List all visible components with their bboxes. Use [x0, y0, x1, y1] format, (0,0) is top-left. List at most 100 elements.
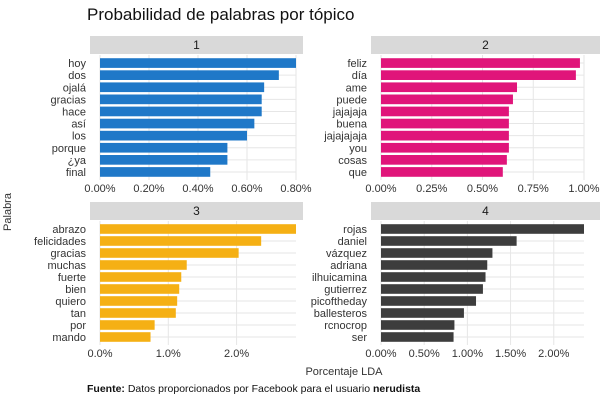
bar-puede: [381, 94, 513, 105]
bar-jajajajaja: [381, 130, 509, 141]
bar-los: [100, 130, 247, 141]
category-label: daniel: [338, 236, 367, 248]
x-tick-label: 0.00%: [84, 183, 115, 195]
bar-tan: [100, 308, 176, 318]
facet-panels: 1hoydosojalágraciashaceasílosporque¿yafi…: [34, 36, 600, 360]
bar-¿ya: [100, 155, 228, 165]
category-label: ballesteros: [314, 308, 368, 320]
bar-bien: [100, 284, 180, 294]
category-label: hace: [62, 106, 86, 118]
chart-title: Probabilidad de palabras por tópico: [87, 5, 354, 24]
caption-prefix: Fuente:: [87, 383, 125, 395]
category-label: buena: [336, 119, 367, 131]
x-tick-label: 0.0%: [87, 348, 112, 360]
category-label: adriana: [330, 260, 368, 272]
x-tick-label: 2.00%: [538, 348, 569, 360]
bar-felicidades: [100, 236, 262, 246]
bar-gutierrez: [381, 284, 483, 294]
bar-you: [381, 142, 509, 153]
x-tick-label: 0.25%: [416, 183, 447, 195]
category-label: feliz: [347, 58, 367, 70]
bar-adriana: [381, 260, 488, 270]
bar-porque: [100, 142, 228, 153]
x-axis-title: Porcentaje LDA: [305, 366, 383, 378]
category-label: rojas: [343, 224, 367, 236]
category-label: quiero: [55, 296, 86, 308]
bar-vázquez: [381, 248, 493, 258]
bar-gracias: [100, 248, 239, 258]
caption-text: Datos proporcionados por Facebook para e…: [125, 383, 373, 395]
facet-panel-1: 1 hoydosojalágraciashaceasílosporque¿yafi…: [51, 36, 312, 195]
bar-rojas: [381, 224, 584, 234]
y-axis-title: Palabra: [2, 192, 14, 231]
x-tick-label: 0.50%: [467, 183, 498, 195]
bar-gracias: [100, 94, 262, 105]
bar-quiero: [100, 296, 178, 306]
category-label: que: [349, 167, 367, 179]
category-label: tan: [71, 308, 86, 320]
bar-hace: [100, 106, 262, 117]
bar-ballesteros: [381, 308, 464, 318]
x-tick-label: 0.80%: [280, 183, 311, 195]
bar-rcnocrop: [381, 320, 455, 330]
bar-jajajaja: [381, 106, 509, 117]
category-label: gutierrez: [324, 284, 367, 296]
category-label: mando: [52, 332, 86, 344]
bar-ser: [381, 332, 454, 342]
bar-día: [381, 70, 576, 80]
bar-ame: [381, 82, 518, 93]
x-tick-label: 2.0%: [224, 348, 249, 360]
x-tick-label: 1.0%: [156, 348, 181, 360]
bar-por: [100, 320, 155, 330]
x-tick-label: 0.50%: [409, 348, 440, 360]
category-label: dos: [68, 70, 86, 82]
bar-fuerte: [100, 272, 182, 282]
x-tick-label: 0.00%: [365, 348, 396, 360]
category-label: ¿ya: [68, 155, 87, 167]
category-label: muchas: [47, 260, 86, 272]
facet-strip: [90, 202, 303, 220]
category-label: ser: [352, 332, 368, 344]
category-label: así: [71, 119, 86, 131]
x-tick-label: 0.00%: [365, 183, 396, 195]
bar-ilhuicamina: [381, 272, 486, 282]
category-label: día: [352, 70, 368, 82]
bar-picoftheday: [381, 296, 477, 306]
category-label: ojalá: [63, 82, 87, 94]
category-label: por: [70, 320, 86, 332]
x-tick-label: 0.20%: [133, 183, 164, 195]
category-label: rcnocrop: [324, 320, 367, 332]
bar-mando: [100, 332, 151, 342]
caption-user: nerudista: [373, 383, 420, 395]
bar-que: [381, 167, 503, 177]
bar-muchas: [100, 260, 187, 270]
bar-cosas: [381, 155, 507, 165]
x-tick-label: 1.00%: [568, 183, 599, 195]
category-label: jajajaja: [332, 106, 368, 118]
category-label: final: [66, 167, 86, 179]
category-label: los: [72, 131, 87, 143]
category-label: hoy: [68, 58, 86, 70]
category-label: cosas: [338, 155, 367, 167]
x-tick-label: 1.50%: [495, 348, 526, 360]
category-label: gracias: [51, 248, 87, 260]
category-label: porque: [52, 143, 86, 155]
facet-panel-4: 4 rojasdanielvázquezadrianailhuicaminagut…: [311, 202, 600, 360]
facet-strip-label: 3: [193, 204, 200, 218]
bar-buena: [381, 118, 509, 129]
bar-abrazo: [100, 224, 296, 234]
facet-strip-label: 2: [482, 38, 489, 52]
category-label: puede: [336, 94, 367, 106]
x-tick-label: 0.40%: [182, 183, 213, 195]
bar-ojalá: [100, 82, 265, 93]
category-label: felicidades: [34, 236, 86, 248]
category-label: bien: [65, 284, 86, 296]
category-label: you: [349, 143, 367, 155]
category-label: gracias: [51, 94, 87, 106]
category-label: vázquez: [326, 248, 367, 260]
category-label: picoftheday: [311, 296, 368, 308]
x-tick-label: 0.75%: [518, 183, 549, 195]
facet-panel-2: 2 felizdíaamepuedejajajajabuenajajajajaja…: [323, 36, 600, 195]
caption: Fuente: Datos proporcionados por Faceboo…: [87, 383, 420, 395]
